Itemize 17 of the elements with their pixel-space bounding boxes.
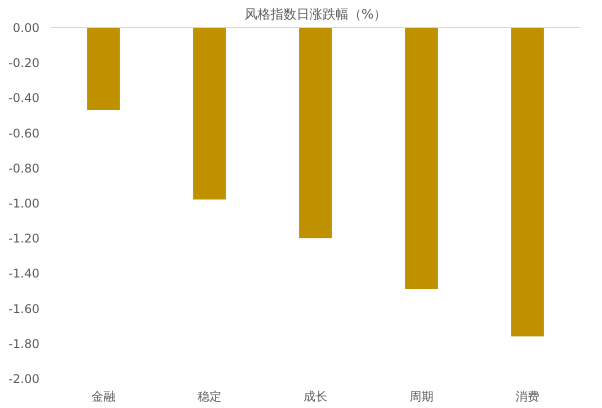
y-tick-label: -1.20 [8, 232, 40, 246]
y-tick-label: -0.60 [8, 126, 40, 140]
y-tick-label: -1.40 [8, 266, 40, 281]
y-tick-label: -2.00 [8, 372, 40, 386]
x-tick-label: 消费 [516, 390, 540, 404]
x-tick-label: 周期 [410, 390, 434, 404]
x-tick-label: 稳定 [198, 390, 222, 404]
chart-title: 风格指数日涨跌幅（%） [244, 8, 387, 22]
y-tick-label: -1.80 [8, 336, 40, 351]
y-tick-label: -1.60 [8, 302, 40, 316]
y-tick-label: -0.80 [8, 161, 40, 176]
y-tick-label: 0.00 [12, 21, 40, 35]
x-tick-label: 金融 [92, 390, 116, 404]
y-tick-label: -0.40 [8, 91, 40, 106]
y-tick-label: -0.20 [8, 56, 40, 70]
x-tick-label: 成长 [304, 390, 328, 404]
y-tick-label: -1.00 [8, 196, 40, 210]
